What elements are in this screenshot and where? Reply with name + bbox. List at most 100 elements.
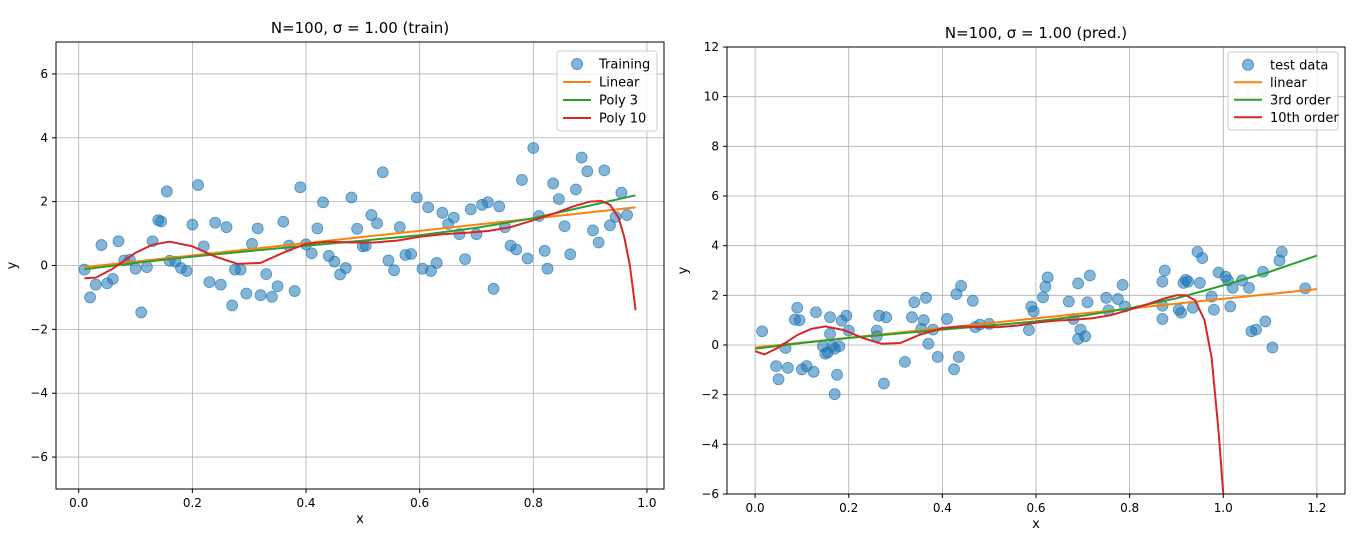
data-point	[541, 262, 554, 275]
x-tick-label: 0.0	[69, 496, 88, 510]
data-point	[558, 220, 571, 233]
data-point	[547, 177, 560, 190]
data-point	[521, 252, 534, 265]
data-point	[89, 278, 102, 291]
y-tick-label: 0	[40, 259, 48, 273]
data-point	[908, 296, 921, 309]
data-point	[1266, 341, 1279, 354]
y-tick-label: 4	[711, 239, 719, 253]
data-point	[824, 311, 836, 324]
data-point	[106, 273, 119, 285]
legend-label: Training	[598, 58, 650, 73]
data-point	[141, 261, 153, 273]
legend-box	[556, 50, 658, 132]
data-point	[254, 289, 267, 302]
data-point	[160, 185, 173, 198]
x-axis-label: x	[356, 512, 364, 527]
series-line-2	[754, 254, 1318, 350]
data-point	[621, 209, 633, 221]
data-point	[422, 201, 435, 214]
data-point	[459, 253, 472, 266]
data-point	[587, 224, 599, 237]
data-point	[598, 164, 611, 177]
data-point	[214, 278, 227, 291]
data-point	[772, 373, 785, 386]
data-point	[791, 301, 804, 314]
data-point	[493, 200, 506, 213]
y-tick-label: −6	[701, 487, 719, 501]
y-tick-label: 10	[704, 90, 719, 104]
x-tick-label: 1.0	[637, 496, 656, 510]
data-point	[430, 257, 443, 269]
data-point	[833, 340, 846, 353]
y-tick-label: 4	[40, 131, 48, 145]
data-point	[941, 313, 953, 325]
data-point	[1299, 282, 1312, 295]
data-point	[436, 206, 449, 219]
data-point	[570, 183, 582, 196]
data-point	[155, 215, 168, 228]
y-tick-label: −4	[701, 437, 719, 451]
data-point	[877, 377, 890, 390]
data-point	[952, 351, 965, 363]
series-line-3	[754, 294, 1225, 494]
data-point	[311, 222, 324, 235]
data-point	[388, 264, 400, 277]
y-tick-label: 12	[704, 40, 719, 54]
data-point	[824, 327, 836, 340]
data-point	[538, 244, 551, 257]
legend-label: test data	[1270, 58, 1328, 73]
data-point	[1275, 245, 1288, 258]
data-point	[288, 285, 301, 297]
y-tick-label: −2	[701, 388, 719, 402]
data-point	[1100, 291, 1113, 304]
data-point	[770, 360, 783, 373]
legend-label: Linear	[599, 76, 640, 91]
data-point	[1250, 323, 1262, 336]
x-tick-label: 1.0	[1214, 501, 1233, 515]
data-point	[604, 219, 616, 232]
legend-marker	[1242, 58, 1254, 71]
data-point	[917, 314, 930, 327]
x-tick-label: 0.4	[296, 496, 315, 510]
data-point	[516, 174, 528, 186]
data-point	[1243, 281, 1255, 294]
data-point	[831, 368, 843, 381]
data-point	[220, 221, 233, 234]
x-tick-label: 0.4	[933, 501, 952, 515]
data-point	[948, 363, 960, 376]
data-point	[575, 151, 588, 164]
data-point	[464, 203, 477, 216]
legend-box	[1227, 51, 1339, 131]
x-tick-label: 0.8	[1120, 501, 1139, 515]
data-point	[251, 222, 264, 235]
data-point	[1156, 313, 1169, 325]
data-point	[339, 262, 352, 274]
data-point	[447, 211, 460, 224]
data-point	[1116, 279, 1129, 291]
data-point	[906, 311, 918, 324]
data-point	[481, 196, 494, 209]
y-tick-label: −4	[30, 386, 48, 400]
data-point	[95, 239, 108, 251]
data-point	[899, 355, 911, 368]
data-point	[810, 306, 822, 319]
data-point	[317, 196, 329, 209]
data-point	[180, 265, 193, 277]
data-point	[328, 255, 341, 268]
data-point	[966, 294, 979, 307]
legend-label: Poly 3	[599, 94, 638, 109]
data-point	[793, 314, 806, 327]
chart-1: 0.0 0.2 0.4 0.6 0.8 1.0 −6 −4 −2 0 2 4 6 N=100, σ = 1…	[5, 19, 665, 527]
series-line-1	[84, 206, 636, 269]
data-point	[920, 291, 932, 304]
data-point	[405, 248, 418, 260]
data-point	[781, 361, 794, 374]
data-point	[840, 309, 853, 322]
data-point	[552, 193, 565, 205]
data-point	[527, 142, 540, 154]
chart-title: N=100, σ = 1.00 (pred.)	[945, 24, 1127, 42]
x-tick-label: 0.0	[746, 501, 765, 515]
series-line-3	[84, 199, 637, 311]
data-point	[1112, 293, 1124, 305]
